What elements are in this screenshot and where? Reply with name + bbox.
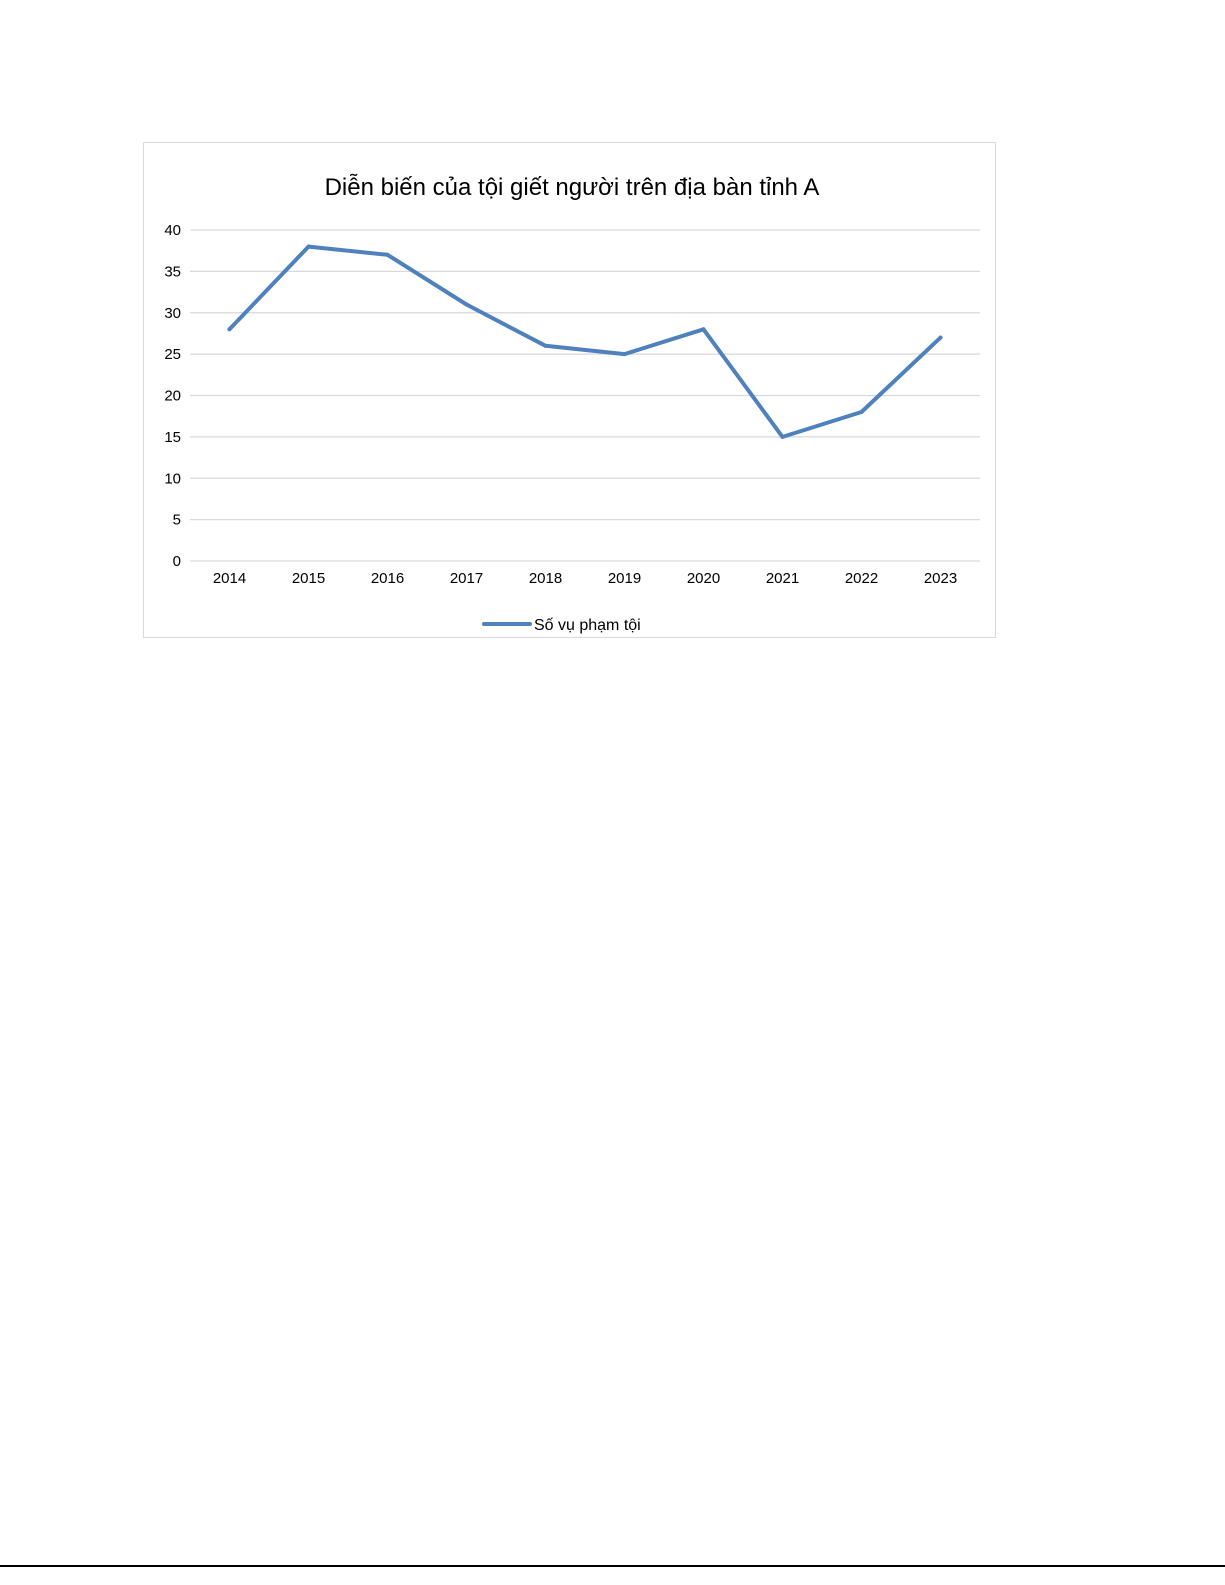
data-point bbox=[622, 352, 627, 357]
x-tick-label: 2016 bbox=[371, 570, 404, 587]
x-tick-label: 2018 bbox=[529, 570, 562, 587]
y-axis-tick-labels: 0 5 10 15 20 25 30 35 40 bbox=[164, 222, 181, 570]
x-tick-label: 2019 bbox=[608, 570, 641, 587]
gridlines bbox=[190, 229, 980, 562]
data-point bbox=[859, 410, 864, 415]
y-tick-label: 25 bbox=[164, 346, 181, 363]
y-tick-label: 30 bbox=[164, 305, 181, 322]
series-line-0 bbox=[227, 244, 943, 439]
y-tick-label: 5 bbox=[173, 512, 181, 529]
data-point bbox=[543, 343, 548, 348]
y-tick-label: 0 bbox=[173, 553, 181, 570]
x-tick-label: 2022 bbox=[845, 570, 878, 587]
y-tick-label: 10 bbox=[164, 470, 181, 487]
chart-container: Diễn biến của tội giết người trên địa bà… bbox=[143, 142, 996, 638]
data-point bbox=[385, 252, 390, 257]
data-point bbox=[938, 335, 943, 340]
series-layer bbox=[227, 244, 943, 439]
data-point bbox=[464, 302, 469, 307]
y-tick-label: 15 bbox=[164, 429, 181, 446]
x-tick-label: 2014 bbox=[213, 570, 246, 587]
data-point bbox=[227, 327, 232, 332]
page-bottom-rule bbox=[0, 1565, 1225, 1567]
y-tick-label: 35 bbox=[164, 263, 181, 280]
line-chart: Diễn biến của tội giết người trên địa bà… bbox=[164, 174, 980, 634]
data-point bbox=[780, 434, 785, 439]
x-tick-label: 2015 bbox=[292, 570, 325, 587]
legend-label: Số vụ phạm tội bbox=[534, 617, 641, 634]
x-tick-label: 2020 bbox=[687, 570, 720, 587]
data-point bbox=[306, 244, 311, 249]
x-axis-tick-labels: 2014 2015 2016 2017 2018 2019 2020 2021 2022 2023 bbox=[213, 570, 957, 587]
legend: Số vụ phạm tội bbox=[482, 617, 641, 634]
data-point bbox=[701, 327, 706, 332]
y-tick-label: 20 bbox=[164, 388, 181, 405]
x-tick-label: 2021 bbox=[766, 570, 799, 587]
chart-title: Diễn biến của tội giết người trên địa bà… bbox=[325, 174, 820, 201]
y-tick-label: 40 bbox=[164, 222, 181, 239]
x-tick-label: 2017 bbox=[450, 570, 483, 587]
x-tick-label: 2023 bbox=[924, 570, 957, 587]
